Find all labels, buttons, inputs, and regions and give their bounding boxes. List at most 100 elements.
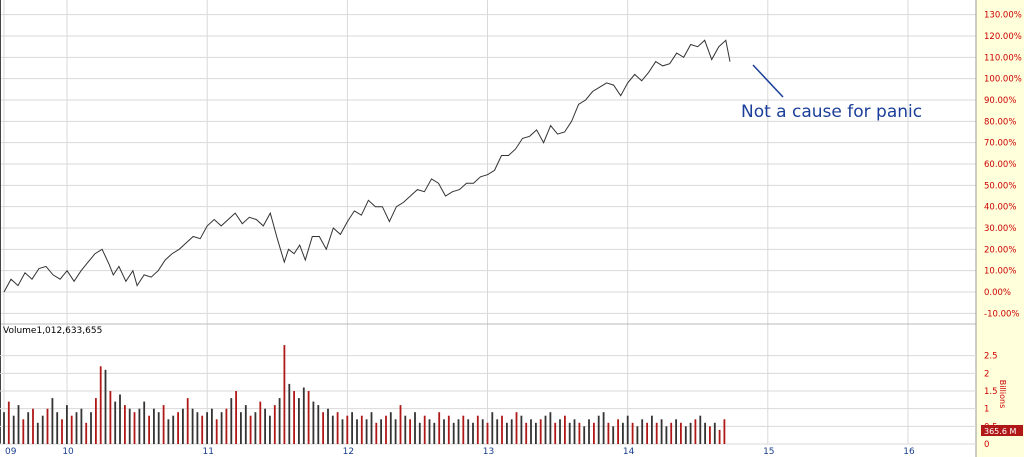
price-series-line	[3, 39, 731, 293]
axes: 130.00%120.00%110.00%100.00%90.00%80.00%…	[5, 11, 1022, 457]
volume-bar	[612, 426, 615, 444]
x-tick-label: 13	[483, 447, 494, 457]
volume-bar	[167, 419, 170, 444]
volume-bar	[327, 408, 329, 444]
volume-bar	[302, 387, 305, 444]
volume-bar	[423, 415, 426, 444]
volume-bar	[486, 422, 489, 444]
volume-bar	[462, 415, 465, 444]
volume-bar	[32, 408, 34, 444]
volume-bar	[119, 394, 121, 444]
volume-bar	[617, 419, 619, 444]
price-y-tick: 90.00%	[984, 96, 1016, 106]
volume-bar	[501, 415, 503, 444]
volume-bar	[506, 422, 508, 444]
volume-bar	[670, 422, 673, 444]
volume-bar	[554, 422, 557, 444]
volume-bar	[680, 422, 682, 444]
x-tick-label: 10	[62, 447, 74, 457]
price-y-tick: 20.00%	[984, 245, 1016, 255]
volume-bar	[399, 405, 402, 444]
volume-bar	[665, 426, 668, 444]
price-panel	[3, 39, 731, 293]
volume-bar	[389, 412, 392, 444]
volume-bar	[225, 408, 228, 444]
x-tick-label: 12	[343, 447, 354, 457]
volume-bar	[283, 345, 286, 444]
price-y-tick: 0.00%	[984, 288, 1011, 298]
volume-bar	[172, 415, 175, 444]
volume-y-tick: 1	[984, 405, 989, 415]
volume-bar	[22, 419, 25, 444]
volume-bar	[312, 401, 315, 444]
volume-bar	[452, 422, 455, 444]
volume-bar	[370, 412, 373, 444]
volume-bar	[206, 412, 208, 444]
volume-y-tick: 1.5	[984, 387, 998, 397]
volume-bar	[269, 415, 271, 444]
annotation-text: Not a cause for panic	[741, 102, 922, 122]
volume-bar	[336, 412, 339, 444]
price-y-tick: 40.00%	[984, 203, 1016, 213]
volume-bar	[651, 415, 653, 444]
volume-bar	[153, 408, 155, 444]
volume-bar	[177, 412, 179, 444]
volume-bar	[544, 415, 547, 444]
volume-bar	[418, 422, 421, 444]
price-y-tick: 80.00%	[984, 117, 1016, 127]
volume-bar	[631, 422, 634, 444]
volume-bar	[530, 419, 532, 444]
x-tick-label: 16	[903, 447, 915, 457]
volume-bar	[148, 415, 150, 444]
volume-bar	[7, 401, 10, 444]
volume-bar	[157, 412, 160, 444]
volume-bar	[438, 412, 441, 444]
volume-bar	[476, 415, 479, 444]
volume-bar	[491, 412, 494, 444]
volume-bar	[525, 422, 528, 444]
price-y-tick: 70.00%	[984, 139, 1016, 149]
volume-bar	[602, 412, 605, 444]
volume-bar	[568, 422, 571, 444]
volume-title: Volume1,012,633,655	[3, 326, 102, 336]
price-y-tick: -10.00%	[984, 309, 1019, 319]
volume-bar	[317, 405, 320, 444]
volume-bar	[104, 369, 107, 444]
volume-bar	[520, 415, 523, 444]
volume-bar	[162, 405, 165, 444]
volume-bar	[133, 412, 136, 444]
volume-bar	[675, 419, 677, 444]
volume-bar	[496, 419, 499, 444]
volume-bar	[249, 415, 252, 444]
volume-bar	[264, 408, 266, 444]
volume-y-tick: 0	[984, 440, 989, 450]
volume-bar	[41, 415, 44, 444]
volume-bar	[607, 422, 610, 444]
volume-bar	[341, 419, 344, 444]
volume-bar	[138, 408, 141, 444]
volume-bar	[95, 398, 97, 444]
volume-bar	[201, 415, 204, 444]
volume-bar	[535, 422, 537, 444]
volume-bar	[365, 419, 368, 444]
volume-bar	[723, 419, 726, 444]
volume-bar	[109, 391, 112, 444]
volume-bar	[254, 412, 257, 444]
volume-bar	[220, 412, 223, 444]
volume-bar	[646, 422, 648, 444]
volume-bar	[718, 429, 721, 444]
volume-bar	[331, 415, 334, 444]
x-tick-label: 09	[5, 447, 17, 457]
volume-bar	[56, 412, 59, 444]
volume-bar	[636, 426, 639, 444]
volume-bar	[694, 419, 697, 444]
price-y-tick: 50.00%	[984, 181, 1016, 191]
volume-bar	[211, 408, 213, 444]
volume-bar	[385, 415, 387, 444]
volume-bar	[51, 398, 54, 444]
price-y-tick: 120.00%	[984, 32, 1022, 42]
volume-bar	[307, 391, 310, 444]
volume-bar	[375, 422, 378, 444]
volume-bar	[626, 415, 629, 444]
volume-bar	[70, 415, 73, 444]
